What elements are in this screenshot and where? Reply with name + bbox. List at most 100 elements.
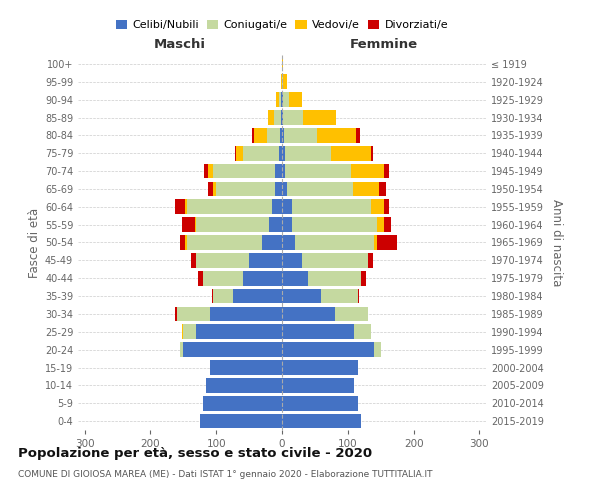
Bar bbox=[182, 324, 183, 339]
Bar bbox=[276, 92, 280, 107]
Bar bbox=[213, 164, 275, 178]
Bar bbox=[289, 92, 302, 107]
Bar bbox=[185, 200, 187, 214]
Bar bbox=[361, 271, 366, 285]
Bar bbox=[355, 324, 371, 339]
Bar bbox=[282, 342, 374, 357]
Bar bbox=[196, 253, 249, 268]
Bar bbox=[282, 396, 358, 410]
Bar bbox=[175, 306, 177, 322]
Bar bbox=[356, 128, 359, 142]
Bar bbox=[282, 360, 358, 375]
Bar bbox=[208, 182, 213, 196]
Bar bbox=[282, 74, 283, 89]
Bar bbox=[196, 218, 269, 232]
Bar bbox=[253, 128, 254, 142]
Bar bbox=[268, 110, 274, 125]
Bar bbox=[213, 289, 233, 304]
Bar bbox=[353, 182, 379, 196]
Bar bbox=[377, 235, 397, 250]
Bar bbox=[282, 289, 322, 304]
Bar bbox=[379, 182, 386, 196]
Bar bbox=[183, 342, 282, 357]
Bar bbox=[282, 200, 292, 214]
Bar bbox=[384, 200, 389, 214]
Bar bbox=[203, 271, 242, 285]
Bar bbox=[205, 164, 208, 178]
Bar bbox=[279, 146, 282, 160]
Bar bbox=[358, 289, 359, 304]
Bar bbox=[281, 74, 282, 89]
Bar bbox=[285, 146, 331, 160]
Bar bbox=[292, 200, 371, 214]
Bar bbox=[180, 342, 183, 357]
Bar bbox=[280, 128, 282, 142]
Bar bbox=[272, 200, 282, 214]
Bar bbox=[254, 128, 267, 142]
Bar bbox=[317, 128, 356, 142]
Bar bbox=[322, 289, 358, 304]
Bar bbox=[269, 218, 282, 232]
Bar bbox=[242, 146, 279, 160]
Bar bbox=[195, 218, 196, 232]
Bar bbox=[216, 182, 275, 196]
Bar bbox=[180, 235, 185, 250]
Bar bbox=[209, 306, 282, 322]
Bar bbox=[308, 271, 361, 285]
Bar bbox=[283, 92, 289, 107]
Bar bbox=[283, 74, 287, 89]
Bar bbox=[200, 414, 282, 428]
Bar bbox=[187, 235, 262, 250]
Bar bbox=[295, 235, 374, 250]
Bar bbox=[281, 92, 282, 107]
Bar bbox=[185, 235, 187, 250]
Bar bbox=[177, 306, 209, 322]
Bar bbox=[281, 110, 282, 125]
Bar bbox=[282, 164, 285, 178]
Bar bbox=[175, 200, 185, 214]
Bar bbox=[282, 253, 302, 268]
Bar bbox=[282, 306, 335, 322]
Bar bbox=[209, 360, 282, 375]
Bar bbox=[282, 182, 287, 196]
Bar bbox=[374, 235, 377, 250]
Bar bbox=[262, 235, 282, 250]
Bar bbox=[282, 271, 308, 285]
Bar bbox=[280, 92, 281, 107]
Bar bbox=[198, 271, 203, 285]
Bar bbox=[282, 414, 361, 428]
Bar bbox=[292, 218, 377, 232]
Bar bbox=[249, 253, 282, 268]
Bar bbox=[196, 324, 282, 339]
Bar bbox=[368, 253, 373, 268]
Text: Femmine: Femmine bbox=[350, 38, 418, 52]
Text: Maschi: Maschi bbox=[154, 38, 206, 52]
Bar bbox=[187, 200, 272, 214]
Bar bbox=[282, 324, 355, 339]
Bar bbox=[282, 56, 283, 71]
Bar bbox=[282, 218, 292, 232]
Bar bbox=[242, 271, 282, 285]
Bar bbox=[283, 110, 303, 125]
Bar bbox=[191, 253, 196, 268]
Bar bbox=[282, 110, 283, 125]
Bar bbox=[213, 182, 216, 196]
Bar bbox=[384, 164, 389, 178]
Bar bbox=[282, 146, 285, 160]
Bar bbox=[282, 92, 283, 107]
Y-axis label: Anni di nascita: Anni di nascita bbox=[550, 199, 563, 286]
Bar bbox=[182, 218, 195, 232]
Bar bbox=[267, 128, 280, 142]
Bar bbox=[235, 146, 236, 160]
Bar bbox=[183, 324, 196, 339]
Bar bbox=[275, 182, 282, 196]
Bar bbox=[203, 396, 282, 410]
Text: Popolazione per età, sesso e stato civile - 2020: Popolazione per età, sesso e stato civil… bbox=[18, 448, 372, 460]
Bar bbox=[275, 164, 282, 178]
Bar bbox=[351, 164, 384, 178]
Bar bbox=[371, 200, 384, 214]
Bar bbox=[282, 235, 295, 250]
Bar bbox=[284, 128, 317, 142]
Bar bbox=[282, 378, 355, 392]
Bar bbox=[208, 164, 213, 178]
